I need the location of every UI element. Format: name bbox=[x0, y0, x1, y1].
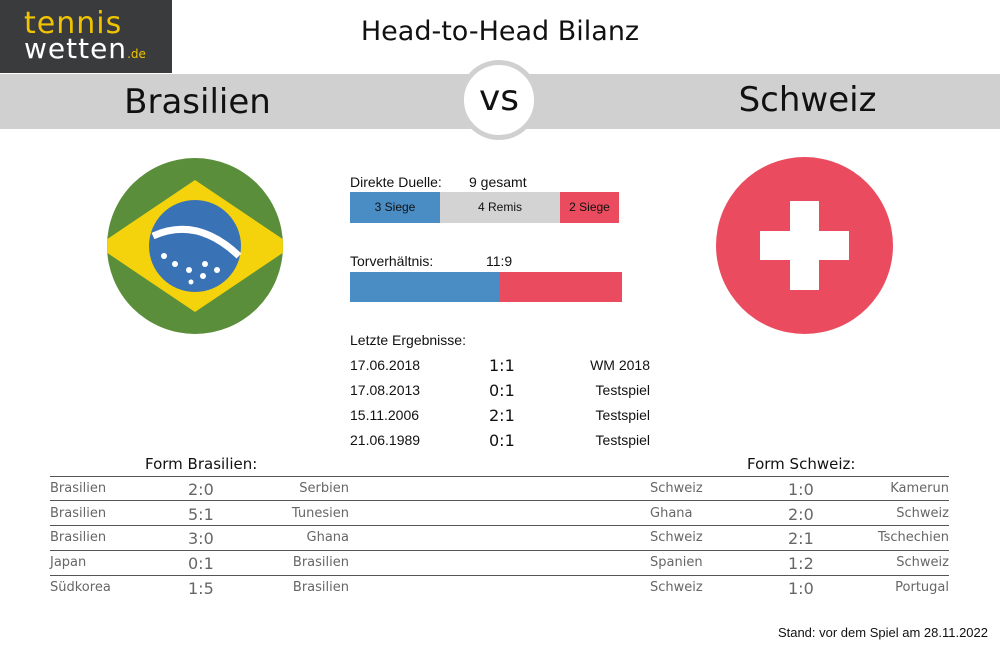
form-right-home: Schweiz bbox=[650, 530, 703, 545]
form-divider bbox=[50, 476, 949, 477]
form-left-home: Brasilien bbox=[50, 481, 107, 496]
form-right-away: Schweiz bbox=[896, 555, 949, 570]
form-right-title: Form Schweiz: bbox=[747, 455, 856, 473]
page-title: Head-to-Head Bilanz bbox=[360, 16, 640, 47]
duels-label: Direkte Duelle: bbox=[350, 174, 442, 190]
form-left-score: 5:1 bbox=[188, 505, 214, 524]
form-divider bbox=[50, 550, 949, 551]
result-score: 0:1 bbox=[489, 381, 515, 400]
last-results-label: Letzte Ergebnisse: bbox=[350, 332, 466, 348]
logo-line-2: wetten.de bbox=[24, 32, 146, 65]
form-left-score: 0:1 bbox=[188, 554, 214, 573]
result-score: 2:1 bbox=[489, 406, 515, 425]
form-divider bbox=[50, 525, 949, 526]
logo-line-2-main: wetten bbox=[24, 32, 128, 65]
logo-line-1: tennis bbox=[24, 6, 123, 41]
form-left-score: 2:0 bbox=[188, 480, 214, 499]
form-right-home: Schweiz bbox=[650, 481, 703, 496]
form-right-home: Schweiz bbox=[650, 580, 703, 595]
form-left-away: Ghana bbox=[306, 530, 350, 545]
form-left-home: Südkorea bbox=[50, 580, 111, 595]
goals-bar bbox=[350, 272, 622, 302]
duels-segment: 4 Remis bbox=[440, 192, 560, 223]
form-right-away: Schweiz bbox=[896, 506, 949, 521]
vs-badge: vs bbox=[459, 60, 539, 140]
site-logo[interactable]: tennis wetten.de bbox=[0, 0, 172, 73]
logo-domain-suffix: .de bbox=[127, 47, 146, 61]
form-right-score: 1:0 bbox=[788, 480, 814, 499]
form-right-score: 1:2 bbox=[788, 554, 814, 573]
result-date: 17.06.2018 bbox=[350, 357, 421, 373]
goals-bar-left bbox=[350, 272, 500, 302]
form-right-score: 2:0 bbox=[788, 505, 814, 524]
form-divider bbox=[50, 500, 949, 501]
form-left-home: Brasilien bbox=[50, 530, 107, 545]
form-right-away: Kamerun bbox=[890, 481, 949, 496]
form-left-away: Brasilien bbox=[292, 580, 349, 595]
result-score: 1:1 bbox=[489, 356, 515, 375]
form-left-away: Brasilien bbox=[292, 555, 349, 570]
form-left-score: 1:5 bbox=[188, 579, 214, 598]
form-left-home: Japan bbox=[50, 555, 87, 570]
result-date: 17.08.2013 bbox=[350, 382, 421, 398]
result-type: WM 2018 bbox=[590, 357, 650, 373]
brazil-flag-icon bbox=[107, 158, 283, 334]
result-score: 0:1 bbox=[489, 431, 515, 450]
form-right-away: Portugal bbox=[895, 580, 949, 595]
duels-segment: 2 Siege bbox=[560, 192, 619, 223]
form-left-score: 3:0 bbox=[188, 529, 214, 548]
duels-total: 9 gesamt bbox=[469, 174, 527, 190]
team-left-name: Brasilien bbox=[124, 82, 271, 122]
vs-label: vs bbox=[478, 78, 520, 119]
result-type: Testspiel bbox=[595, 407, 650, 423]
form-right-away: Tschechien bbox=[877, 530, 949, 545]
form-divider bbox=[50, 575, 949, 576]
switzerland-flag-icon bbox=[716, 157, 893, 334]
goals-ratio: 11:9 bbox=[486, 253, 513, 269]
form-left-title: Form Brasilien: bbox=[145, 455, 258, 473]
form-right-score: 2:1 bbox=[788, 529, 814, 548]
result-type: Testspiel bbox=[595, 432, 650, 448]
goals-bar-right bbox=[500, 272, 622, 302]
result-date: 21.06.1989 bbox=[350, 432, 421, 448]
form-right-home: Spanien bbox=[650, 555, 703, 570]
form-left-away: Serbien bbox=[299, 481, 349, 496]
duels-segment: 3 Siege bbox=[350, 192, 440, 223]
form-left-away: Tunesien bbox=[291, 506, 349, 521]
goals-label: Torverhältnis: bbox=[350, 253, 434, 269]
duels-bar: 3 Siege 4 Remis 2 Siege bbox=[350, 192, 619, 223]
form-right-home: Ghana bbox=[650, 506, 693, 521]
form-left-home: Brasilien bbox=[50, 506, 107, 521]
result-date: 15.11.2006 bbox=[350, 407, 420, 423]
footnote: Stand: vor dem Spiel am 28.11.2022 bbox=[777, 625, 988, 640]
team-right-name: Schweiz bbox=[738, 80, 877, 120]
result-type: Testspiel bbox=[595, 382, 650, 398]
form-right-score: 1:0 bbox=[788, 579, 814, 598]
